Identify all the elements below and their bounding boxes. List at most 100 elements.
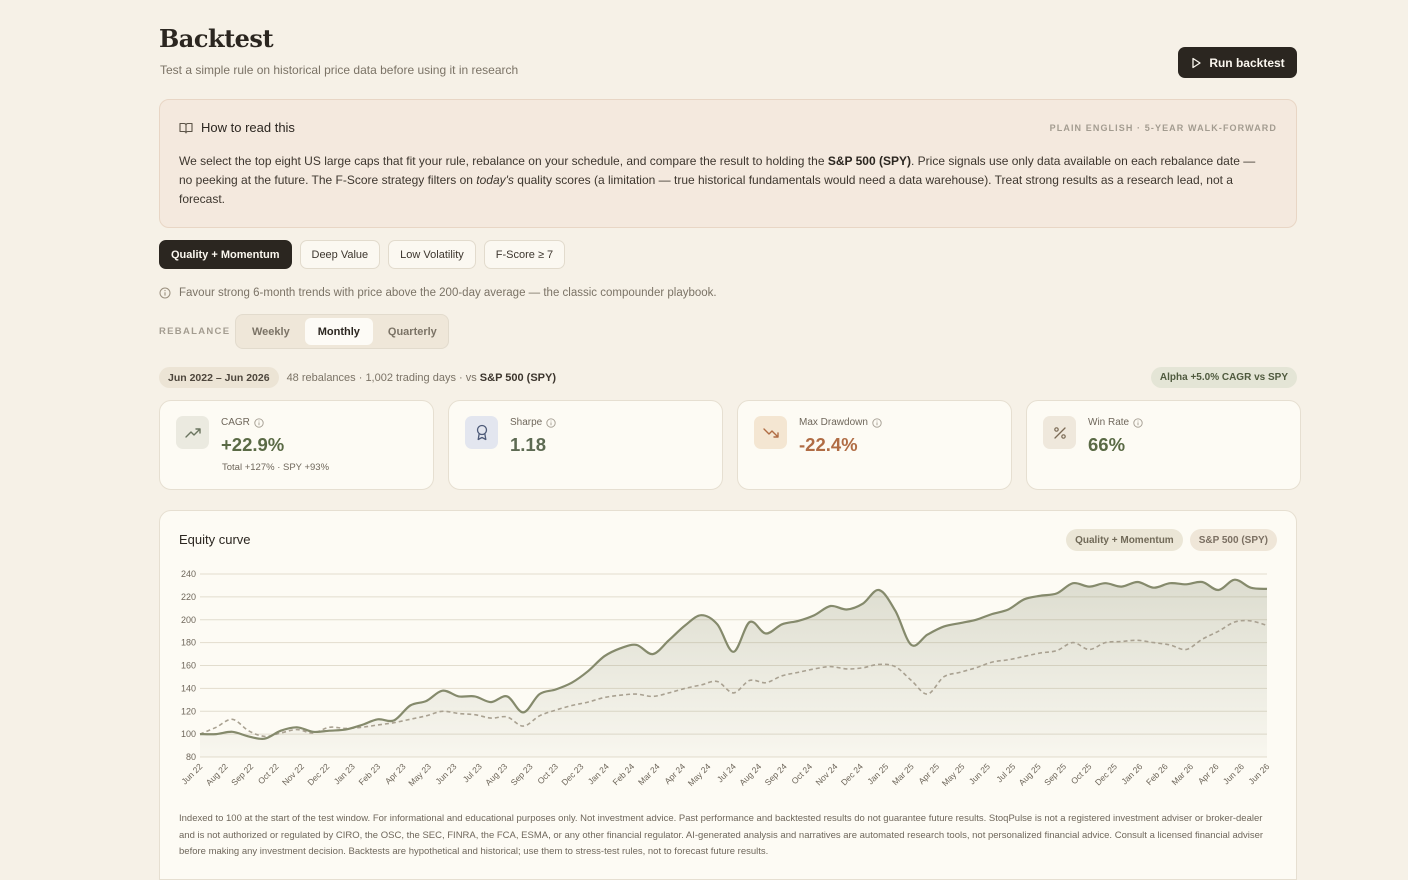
x-tick-label: Jul 24 bbox=[715, 761, 738, 784]
strategy-chip-low-volatility[interactable]: Low Volatility bbox=[388, 240, 476, 269]
x-tick-label: Mar 25 bbox=[890, 761, 916, 787]
x-tick-label: Jun 22 bbox=[179, 761, 204, 786]
kpi-value-drawdown: -22.4% bbox=[799, 434, 858, 455]
kpi-label-win-rate: Win Rate bbox=[1088, 417, 1143, 428]
x-tick-label: Aug 23 bbox=[483, 761, 509, 787]
legend-strategy[interactable]: Quality + Momentum bbox=[1066, 529, 1183, 551]
strategy-description-text: Favour strong 6-month trends with price … bbox=[179, 287, 717, 299]
run-backtest-label: Run backtest bbox=[1209, 55, 1285, 70]
info-icon[interactable] bbox=[546, 417, 556, 428]
x-tick-label: Sep 23 bbox=[509, 761, 535, 787]
summary-text: 48 rebalances · 1,002 trading days · vs bbox=[286, 371, 480, 384]
x-tick-label: Feb 23 bbox=[356, 761, 382, 787]
trend-up-icon bbox=[176, 416, 209, 449]
x-tick-label: May 23 bbox=[406, 761, 433, 788]
strategy-chip-quality-momentum[interactable]: Quality + Momentum bbox=[159, 240, 292, 269]
x-tick-label: Aug 24 bbox=[737, 761, 763, 787]
x-tick-label: Dec 25 bbox=[1093, 761, 1119, 787]
kpi-label-text: Win Rate bbox=[1088, 417, 1130, 428]
x-tick-label: Jun 26 bbox=[1221, 761, 1246, 786]
strategy-chip-f-score[interactable]: F-Score ≥ 7 bbox=[483, 240, 566, 269]
info-icon bbox=[159, 287, 171, 299]
info-icon[interactable] bbox=[1133, 417, 1143, 428]
x-tick-label: Oct 23 bbox=[535, 761, 560, 786]
kpi-value-cagr: +22.9% bbox=[221, 434, 285, 455]
y-tick-label: 120 bbox=[181, 706, 196, 716]
x-tick-label: Feb 24 bbox=[611, 761, 637, 787]
x-tick-label: Oct 25 bbox=[1069, 761, 1094, 786]
info-text-2: . Price signals use only data available … bbox=[179, 154, 1256, 187]
kpi-label-text: CAGR bbox=[221, 417, 250, 428]
info-icon[interactable] bbox=[254, 417, 264, 428]
y-tick-label: 160 bbox=[181, 661, 196, 671]
kpi-card-win-rate: Win Rate 66% bbox=[1026, 400, 1301, 490]
chart-legend: Quality + Momentum S&P 500 (SPY) bbox=[1066, 529, 1277, 551]
y-tick-label: 140 bbox=[181, 683, 196, 693]
rebalance-option-monthly[interactable]: Monthly bbox=[304, 318, 373, 345]
summary-benchmark: S&P 500 (SPY) bbox=[479, 371, 557, 384]
x-tick-label: Dec 22 bbox=[305, 761, 331, 787]
x-tick-label: Aug 22 bbox=[204, 761, 230, 787]
strategy-line bbox=[199, 578, 1268, 741]
x-tick-label: May 24 bbox=[686, 761, 713, 788]
kpi-label-drawdown: Max Drawdown bbox=[799, 417, 882, 428]
strategy-selector: Quality + Momentum Deep Value Low Volati… bbox=[159, 240, 566, 269]
play-icon bbox=[1192, 57, 1201, 68]
kpi-card-cagr: CAGR +22.9% Total +127% · SPY +93% bbox=[159, 400, 434, 490]
x-tick-label: Apr 24 bbox=[662, 761, 687, 786]
info-icon[interactable] bbox=[872, 417, 882, 428]
trend-down-icon bbox=[754, 416, 787, 449]
y-tick-label: 240 bbox=[181, 569, 196, 579]
info-text-1: We select the top eight US large caps th… bbox=[179, 154, 828, 168]
x-tick-label: Mar 26 bbox=[1169, 761, 1195, 787]
kpi-card-sharpe: Sharpe 1.18 bbox=[448, 400, 723, 490]
kpi-label-sharpe: Sharpe bbox=[510, 417, 556, 428]
x-tick-label: Dec 23 bbox=[559, 761, 585, 787]
x-tick-label: Sep 25 bbox=[1042, 761, 1068, 787]
alpha-badge: Alpha +5.0% CAGR vs SPY bbox=[1150, 367, 1297, 388]
x-tick-label: Jul 23 bbox=[461, 761, 484, 784]
kpi-value-win-rate: 66% bbox=[1088, 434, 1126, 455]
strategy-description: Favour strong 6-month trends with price … bbox=[159, 287, 717, 299]
x-tick-label: Apr 26 bbox=[1196, 761, 1221, 786]
y-tick-label: 180 bbox=[181, 638, 196, 648]
x-tick-label: May 25 bbox=[940, 761, 967, 788]
legend-benchmark[interactable]: S&P 500 (SPY) bbox=[1189, 529, 1277, 551]
kpi-value-sharpe: 1.18 bbox=[510, 434, 547, 455]
kpi-row: CAGR +22.9% Total +127% · SPY +93% Sharp… bbox=[159, 400, 1301, 490]
equity-curve-card: Equity curve Quality + Momentum S&P 500 … bbox=[159, 510, 1297, 880]
x-tick-label: Aug 25 bbox=[1017, 761, 1043, 787]
kpi-label-cagr: CAGR bbox=[221, 417, 264, 428]
info-tag: PLAIN ENGLISH · 5-YEAR WALK-FORWARD bbox=[1049, 123, 1277, 133]
x-tick-label: Jun 23 bbox=[433, 761, 458, 786]
rebalance-option-quarterly[interactable]: Quarterly bbox=[387, 325, 437, 338]
backtest-summary: 48 rebalances · 1,002 trading days · vs … bbox=[287, 372, 556, 384]
backtest-meta: Jun 2022 – Jun 2026 48 rebalances · 1,00… bbox=[159, 367, 556, 388]
rebalance-option-weekly[interactable]: Weekly bbox=[252, 325, 290, 338]
x-tick-label: Sep 22 bbox=[229, 761, 255, 787]
x-tick-label: Jan 26 bbox=[1119, 761, 1144, 786]
chart-title: Equity curve bbox=[179, 532, 251, 547]
strategy-chip-deep-value[interactable]: Deep Value bbox=[299, 240, 381, 269]
run-backtest-button[interactable]: Run backtest bbox=[1178, 47, 1297, 78]
x-tick-label: Oct 24 bbox=[789, 761, 814, 786]
x-tick-label: Sep 24 bbox=[763, 761, 789, 787]
x-tick-label: Dec 24 bbox=[839, 761, 865, 787]
x-tick-label: Jan 24 bbox=[586, 761, 611, 786]
x-tick-label: Feb 26 bbox=[1144, 761, 1170, 787]
info-emphasis: today's bbox=[476, 173, 514, 187]
kpi-sub-cagr: Total +127% · SPY +93% bbox=[222, 462, 330, 473]
rebalance-label: REBALANCE bbox=[159, 326, 231, 337]
x-tick-label: Apr 23 bbox=[383, 761, 408, 786]
y-tick-label: 80 bbox=[186, 752, 196, 762]
y-tick-label: 100 bbox=[181, 729, 196, 739]
page-subtitle: Test a simple rule on historical price d… bbox=[160, 63, 519, 77]
x-tick-label: Nov 22 bbox=[280, 761, 306, 787]
y-tick-label: 220 bbox=[181, 592, 196, 602]
percent-icon bbox=[1043, 416, 1076, 449]
kpi-card-max-drawdown: Max Drawdown -22.4% bbox=[737, 400, 1012, 490]
x-tick-label: Jan 23 bbox=[332, 761, 357, 786]
x-tick-label: Jan 25 bbox=[865, 761, 890, 786]
chart-disclaimer: Indexed to 100 at the start of the test … bbox=[179, 813, 1264, 857]
